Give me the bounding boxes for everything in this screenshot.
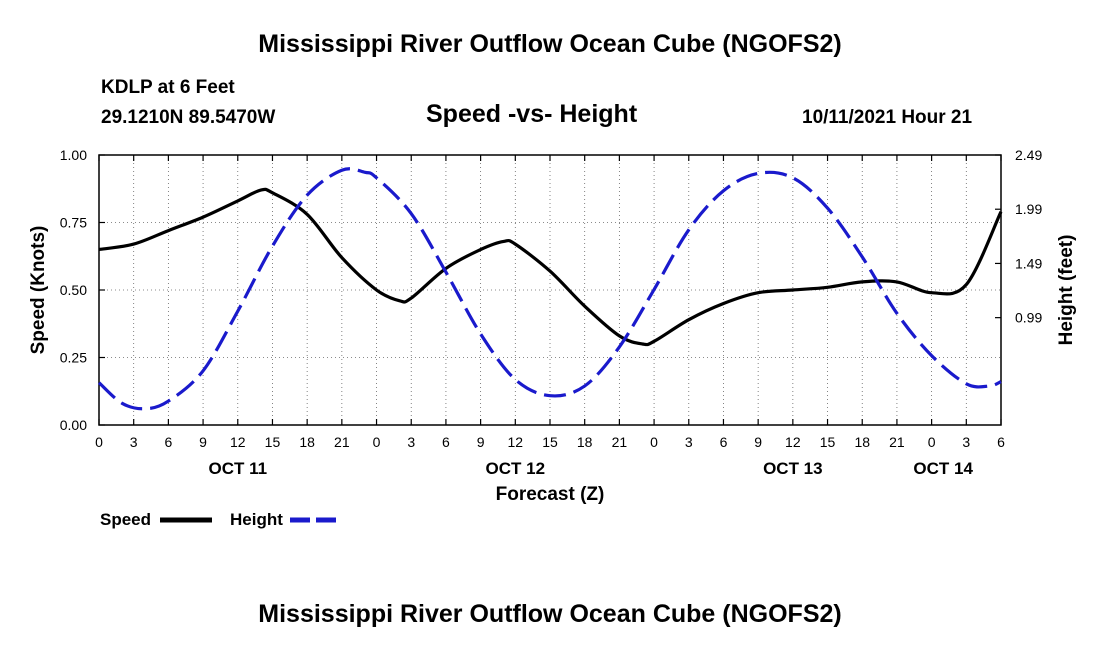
chart-subtitle: Speed -vs- Height [426,100,638,128]
x-tick-label: 18 [577,434,593,450]
x-tick-label: 9 [199,434,207,450]
day-label: OCT 11 [208,459,267,478]
y-tick-label: 0.75 [60,215,87,231]
x-tick-label: 21 [889,434,905,450]
x-tick-label: 0 [95,434,103,450]
chart-title: Mississippi River Outflow Ocean Cube (NG… [258,30,842,58]
x-tick-label: 0 [650,434,658,450]
station-coordinates: 29.1210N 89.5470W [101,107,276,128]
day-label: OCT 12 [486,459,546,478]
x-tick-label: 6 [720,434,728,450]
x-tick-label: 18 [854,434,870,450]
y2-tick-label: 0.99 [1015,310,1042,326]
station-label: KDLP at 6 Feet [101,77,235,98]
x-tick-label: 21 [612,434,628,450]
y-axis-label: Speed (Knots) [28,226,49,355]
x-tick-label: 6 [997,434,1005,450]
footer-title: Mississippi River Outflow Ocean Cube (NG… [258,600,842,628]
x-tick-label: 9 [477,434,485,450]
x-tick-label: 0 [373,434,381,450]
x-tick-label: 15 [820,434,836,450]
x-tick-label: 0 [928,434,936,450]
series-line-speed [98,187,1003,347]
y2-tick-label: 1.99 [1015,201,1042,217]
y-tick-label: 1.00 [60,147,87,163]
x-tick-label: 3 [407,434,415,450]
x-tick-label: 6 [442,434,450,450]
y-tick-label: 0.50 [60,282,87,298]
x-tick-label: 12 [785,434,801,450]
x-tick-label: 12 [508,434,524,450]
y2-tick-label: 1.49 [1015,255,1042,271]
x-tick-label: 15 [265,434,281,450]
series-line-height [97,167,1002,411]
x-tick-label: 12 [230,434,246,450]
x-axis-label: Forecast (Z) [496,484,605,505]
day-label: OCT 13 [763,459,823,478]
legend-speed-label: Speed [100,510,151,529]
series-lines [97,167,1003,411]
forecast-datetime: 10/11/2021 Hour 21 [802,107,973,128]
y2-axis-label: Height (feet) [1056,235,1077,346]
axis-ticks: 0 3 6 9 12 15 18 21 0 3 6 9 12 15 18 21 0 3 6 9 12 15 18 21 0 3 6 0… [60,147,1043,478]
y2-tick-label: 2.49 [1015,147,1042,163]
x-tick-label: 21 [334,434,350,450]
x-tick-label: 3 [685,434,693,450]
x-tick-label: 3 [130,434,138,450]
y-tick-label: 0.25 [60,350,87,366]
x-tick-label: 9 [754,434,762,450]
y-tick-label: 0.00 [60,417,87,433]
grid [98,155,1002,425]
x-tick-label: 18 [299,434,315,450]
x-tick-label: 6 [164,434,172,450]
x-tick-label: 15 [542,434,558,450]
x-tick-label: 3 [962,434,970,450]
day-label: OCT 14 [913,459,973,478]
legend-height-label: Height [230,510,283,529]
